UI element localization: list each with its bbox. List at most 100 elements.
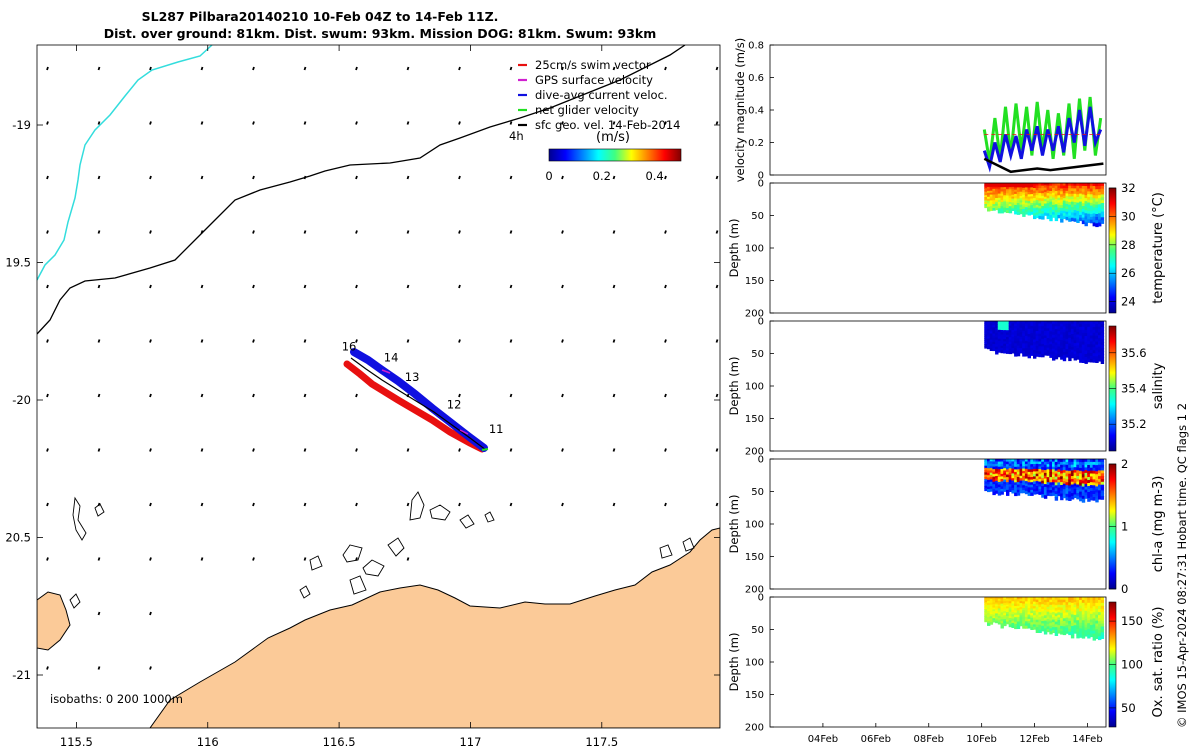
heatmap-cell (984, 605, 988, 609)
heatmap-cell (1070, 207, 1075, 211)
heatmap-cell (1043, 489, 1048, 494)
heatmap-cell (1030, 622, 1034, 626)
heatmap-cell (1057, 466, 1061, 471)
surface-velocity-arrow (561, 175, 564, 180)
heatmap-cell (1046, 601, 1050, 606)
heatmap-cell (1049, 625, 1053, 630)
heatmap-cell (1011, 194, 1015, 198)
heatmap-cell (1098, 476, 1102, 480)
heatmap-cell (1033, 190, 1037, 194)
heatmap-cell (1024, 196, 1029, 200)
heatmap-cell (1076, 597, 1080, 601)
heatmap-cell (1038, 205, 1042, 210)
heatmap-cell (1062, 321, 1067, 325)
surface-velocity-arrow (561, 121, 564, 125)
heatmap-cell (1057, 328, 1061, 332)
heatmap-cell (1081, 634, 1086, 639)
heatmap-cell (992, 341, 996, 345)
heatmap-cell (997, 492, 1002, 496)
heatmap-cell (1100, 629, 1105, 634)
heatmap-cell (997, 191, 1002, 195)
heatmap-cell (1008, 204, 1013, 207)
heatmap-cell (1041, 213, 1045, 218)
heatmap-cell (1057, 479, 1061, 484)
heatmap-cell (1022, 345, 1026, 350)
heatmap-cell (992, 489, 996, 493)
surface-velocity-arrow (612, 393, 616, 398)
heatmap-cell (1014, 601, 1018, 605)
heatmap-cell (1041, 606, 1045, 610)
heatmap-cell (1065, 622, 1069, 627)
surface-velocity-arrow (355, 448, 358, 452)
heatmap-cell (1027, 189, 1031, 193)
heatmap-cell (1038, 617, 1042, 621)
heatmap-cell (1084, 333, 1088, 337)
heatmap-cell (1057, 341, 1061, 345)
heatmap-cell (1003, 461, 1007, 465)
heatmap-cell (1038, 604, 1042, 608)
heatmap-cell (995, 190, 999, 194)
heatmap-cell (1079, 614, 1083, 618)
surface-velocity-arrow (46, 284, 49, 289)
surface-velocity-arrow (303, 284, 307, 289)
heatmap-cell (1006, 197, 1010, 201)
heatmap-cell (1038, 481, 1042, 485)
heatmap-cell (1065, 201, 1069, 205)
heatmap-cell (1079, 206, 1083, 211)
heatmap-cell (1022, 614, 1026, 618)
heatmap-cell (1035, 321, 1040, 325)
heatmap-cell (1043, 623, 1048, 627)
heatmap-cell (1019, 473, 1023, 477)
heatmap-cell (1041, 459, 1045, 463)
heatmap-cell (1008, 191, 1013, 195)
heatmap-cell (1024, 599, 1029, 603)
heatmap-cell (987, 202, 991, 206)
heatmap-cell (1011, 345, 1015, 349)
heatmap-cell (1084, 621, 1088, 626)
heatmap-cell (1019, 189, 1023, 193)
heatmap-cell (1081, 462, 1086, 466)
heatmap-cell (1033, 334, 1037, 338)
heatmap-cell (1016, 207, 1021, 211)
y-tick-label: 200 (745, 309, 764, 320)
heatmap-cell (1041, 488, 1045, 493)
heatmap-cell (1089, 597, 1094, 601)
map-colorbar-tick: 0 (545, 169, 552, 183)
heatmap-cell (1030, 323, 1034, 327)
surface-velocity-arrow (252, 393, 255, 398)
heatmap-cell (989, 206, 994, 209)
heatmap-cell (1014, 487, 1018, 491)
heatmap-cell (987, 489, 991, 493)
heatmap-cell (1030, 597, 1034, 601)
heatmap-cell (992, 474, 996, 478)
heatmap-cell (989, 202, 994, 206)
heatmap-cell (1052, 461, 1056, 465)
heatmap-cell (1068, 485, 1072, 490)
heatmap-cell (1019, 601, 1023, 604)
surface-velocity-arrow (612, 175, 616, 180)
heatmap-cell (1054, 331, 1059, 336)
heatmap-cell (1092, 195, 1096, 199)
heatmap-cell (1089, 208, 1094, 212)
heatmap-cell (1079, 634, 1083, 638)
heatmap-cell (1011, 471, 1015, 475)
surface-velocity-arrow (303, 121, 307, 125)
heatmap-cell (1076, 205, 1080, 209)
heatmap-cell (1062, 200, 1067, 204)
heatmap-cell (997, 329, 1002, 333)
heatmap-cell (1065, 185, 1069, 189)
heatmap-cell (1019, 330, 1023, 334)
heatmap-cell (1043, 203, 1048, 207)
heatmap-cell (1022, 340, 1026, 345)
heatmap-cell (1095, 204, 1099, 209)
heatmap-cell (1041, 193, 1045, 197)
heatmap-cell (1022, 343, 1026, 347)
heatmap-cell (1087, 462, 1091, 466)
heatmap-cell (1079, 350, 1083, 354)
heatmap-cell (1054, 459, 1059, 463)
heatmap-cell (1095, 602, 1099, 607)
heatmap-cell (987, 190, 991, 194)
heatmap-cell (1008, 461, 1013, 465)
heatmap-cell (1000, 597, 1004, 600)
heatmap-cell (1079, 476, 1083, 481)
